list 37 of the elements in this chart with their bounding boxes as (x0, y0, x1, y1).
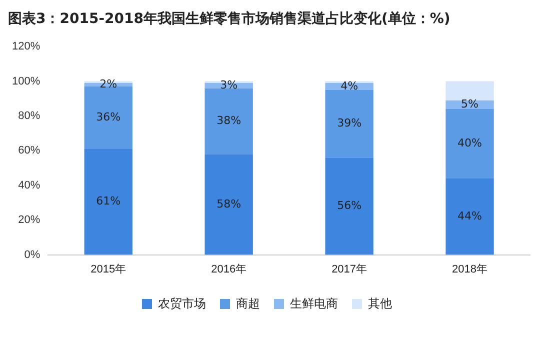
x-tick-label: 2015年 (90, 263, 126, 276)
data-label: 36% (96, 110, 121, 124)
y-tick-label: 120% (12, 40, 40, 53)
data-label: 3% (220, 78, 238, 92)
x-tick-label: 2018年 (452, 263, 488, 276)
data-label: 4% (340, 79, 358, 92)
bar (325, 90, 374, 158)
legend-label: 生鲜电商 (290, 296, 338, 310)
legend-label: 其他 (368, 296, 392, 310)
y-tick-label: 100% (12, 75, 40, 88)
data-label: 40% (458, 136, 482, 150)
bar (325, 158, 374, 255)
data-label: 44% (458, 209, 482, 222)
y-tick-label: 0% (24, 248, 40, 261)
data-label: 2% (100, 78, 118, 91)
data-label: 58% (216, 197, 242, 210)
y-tick-label: 20% (18, 214, 40, 226)
legend-label: 商超 (236, 296, 260, 310)
bar (84, 148, 132, 255)
data-label: 56% (337, 199, 362, 212)
data-label: 61% (96, 194, 121, 208)
chart-title: 图表3：2015-2018年我国生鲜零售市场销售渠道占比变化(单位：%) (7, 10, 452, 29)
y-tick-label: 40% (18, 179, 40, 192)
data-label: 38% (216, 114, 242, 128)
legend-label: 农贸市场 (158, 296, 206, 310)
data-label: 39% (337, 116, 362, 130)
x-tick-label: 2017年 (332, 263, 368, 276)
data-label: 5% (461, 98, 478, 111)
bar (446, 178, 494, 255)
bar (446, 109, 494, 178)
bar (204, 154, 253, 255)
bar (84, 86, 132, 149)
x-tick-label: 2016年 (211, 263, 247, 276)
bar (446, 81, 494, 100)
bar (204, 88, 253, 154)
y-tick-label: 80% (18, 110, 40, 122)
y-tick-label: 60% (18, 144, 40, 157)
